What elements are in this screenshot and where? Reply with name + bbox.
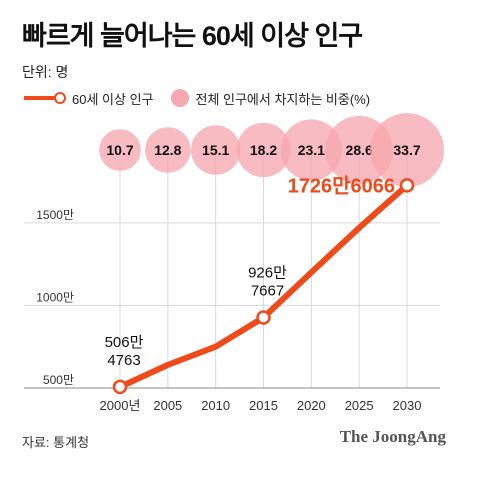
population-value-label: 926만 (248, 265, 287, 282)
legend-line-swatch (22, 88, 66, 108)
population-point (256, 310, 271, 325)
share-bubble (145, 127, 191, 173)
x-tick-label: 2030 (393, 398, 422, 413)
share-bubble (99, 129, 141, 171)
x-tick-label: 2010 (201, 398, 230, 413)
x-tick-label: 2020 (297, 398, 326, 413)
unit-label: 단위: 명 (22, 64, 69, 80)
y-tick-label: 1000만 (36, 290, 74, 304)
share-bubble-label: 15.1 (202, 142, 229, 158)
share-bubble-label: 18.2 (250, 142, 277, 158)
share-bubble-label: 10.7 (106, 142, 133, 158)
brand-logo: The JoongAng (339, 427, 446, 446)
x-tick-label: 2015 (249, 398, 278, 413)
share-bubble (280, 119, 342, 181)
share-bubble-label: 28.6 (346, 142, 373, 158)
x-tick-label: 2025 (345, 398, 374, 413)
source-label: 자료: 통계청 (22, 435, 90, 450)
legend-bubble-swatch (171, 89, 190, 107)
x-tick-label: 2000년 (100, 398, 141, 413)
population-point (399, 178, 415, 193)
share-bubble (370, 113, 444, 187)
share-bubble (236, 122, 291, 178)
population-value-label: 506만 (105, 334, 144, 351)
legend: 60세 이상 인구 전체 인구에서 차지하는 비중(%) (22, 88, 370, 108)
x-tick-label: 2005 (153, 398, 182, 413)
population-point (112, 379, 128, 395)
share-bubble-label: 12.8 (154, 142, 181, 158)
y-tick-label: 500만 (43, 373, 74, 387)
y-tick-label: 1500만 (36, 208, 74, 222)
population-value-label: 7667 (251, 283, 284, 300)
share-bubble-label: 23.1 (298, 142, 325, 158)
legend-bubble-label: 전체 인구에서 차지하는 비중(%) (195, 91, 371, 107)
population-value-label: 1726만6066 (288, 174, 395, 197)
share-bubble-label: 33.7 (393, 142, 420, 158)
share-bubble (190, 125, 241, 175)
chart-title: 빠르게 늘어나는 60세 이상 인구 (22, 21, 363, 51)
legend-line-label: 60세 이상 인구 (72, 91, 154, 107)
population-value-label: 4763 (107, 352, 140, 369)
